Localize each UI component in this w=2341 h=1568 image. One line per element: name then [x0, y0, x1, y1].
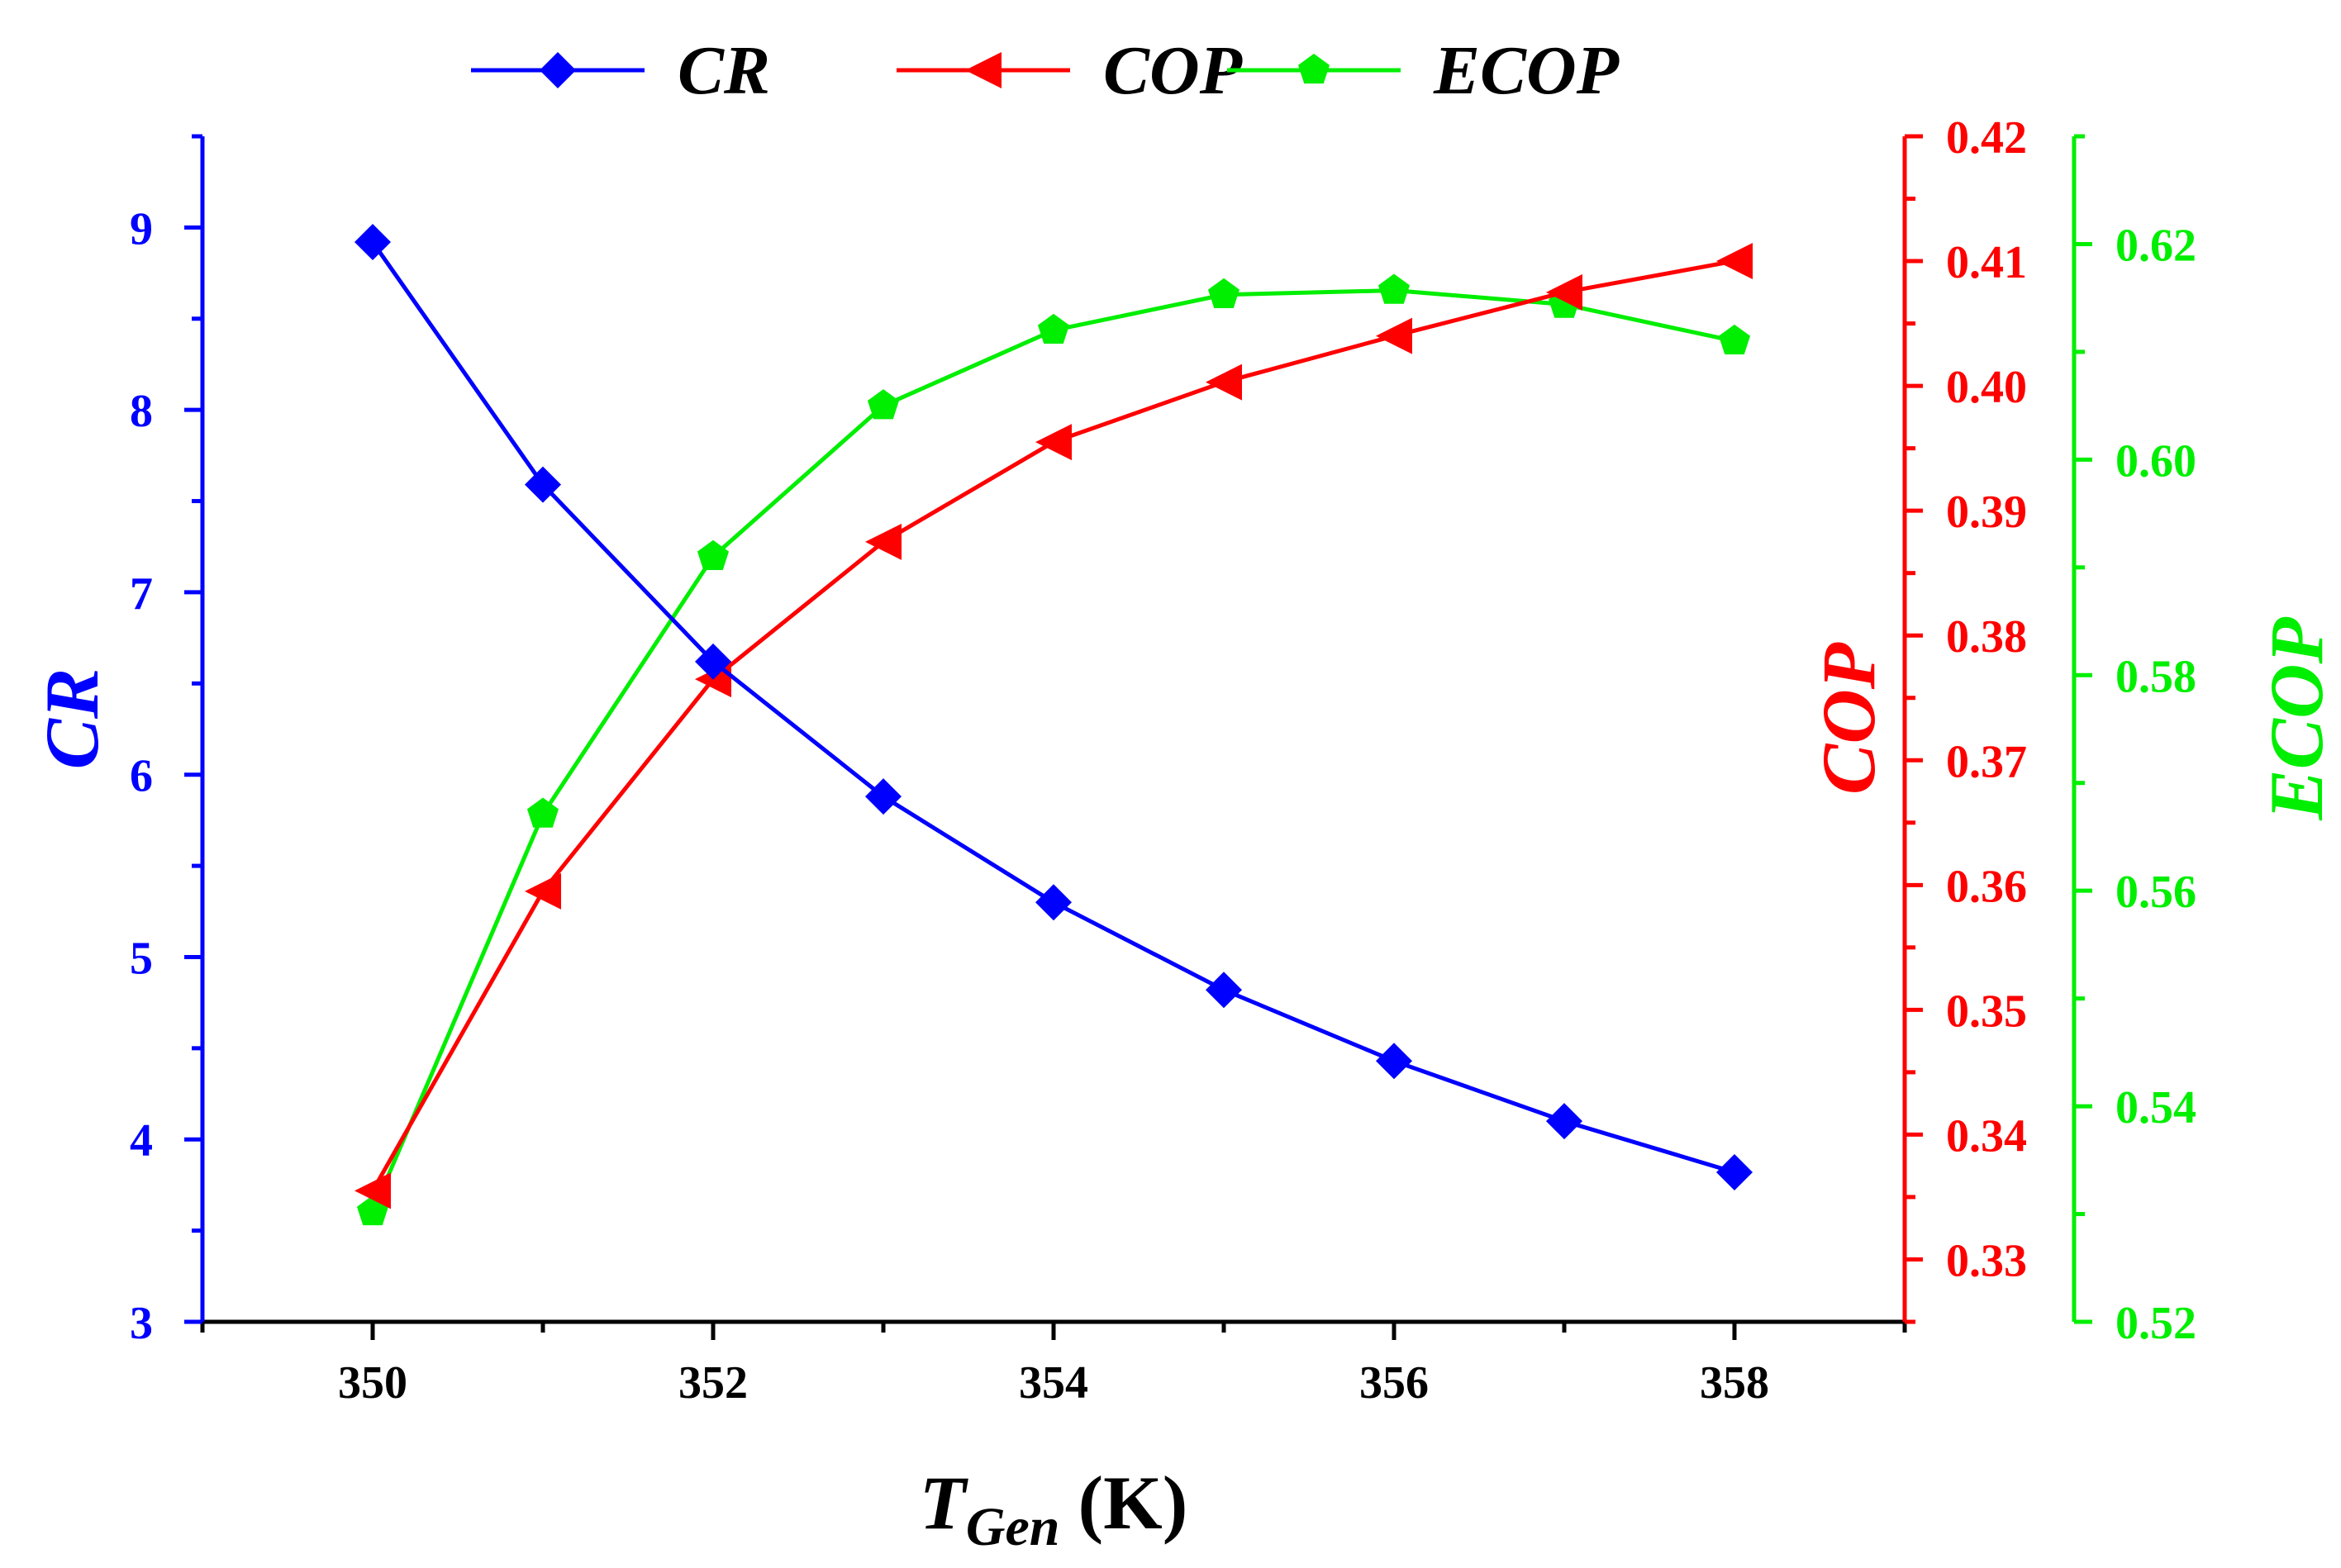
data-point-cr [865, 778, 902, 815]
x-tick-label: 356 [1359, 1357, 1429, 1409]
right-tick-label-cop: 0.37 [1946, 736, 2027, 787]
legend-label-cr: CR [678, 32, 770, 109]
left-tick-label: 9 [130, 203, 153, 254]
data-point-cop [1035, 424, 1072, 461]
data-point-cop [1206, 363, 1242, 401]
right-tick-label-cop: 0.39 [1946, 487, 2027, 538]
series-ecop [356, 273, 1751, 1226]
x-axis-title: TGen (K) [920, 1461, 1188, 1557]
right-tick-label-cop: 0.42 [1946, 112, 2027, 164]
right-tick-label-ecop: 0.52 [2115, 1298, 2196, 1349]
data-point-cr [695, 643, 731, 680]
data-point-cop [1716, 243, 1753, 280]
right-tick-label-cop: 0.40 [1946, 362, 2027, 413]
x-axis-title-unit: (K) [1078, 1461, 1188, 1545]
legend-marker-ecop [1297, 54, 1330, 84]
data-point-cr [1546, 1103, 1582, 1140]
data-point-ecop [867, 389, 900, 420]
left-tick-label: 7 [130, 568, 153, 620]
series-cr [354, 224, 1753, 1190]
right-tick-label-cop: 0.38 [1946, 611, 2027, 663]
data-point-cr [525, 466, 561, 503]
data-point-cop [525, 872, 561, 910]
legend: CR COP ECOP [471, 32, 1620, 109]
data-point-cop [354, 1172, 391, 1209]
right-tick-label-ecop: 0.56 [2115, 867, 2196, 918]
right-tick-label-ecop: 0.62 [2115, 220, 2196, 271]
legend-item-ecop: ECOP [1227, 32, 1620, 109]
right-axis-title-cop: COP [1806, 642, 1891, 795]
data-point-cop [1376, 317, 1412, 354]
legend-item-cop: COP [897, 32, 1243, 109]
data-point-ecop [1207, 278, 1240, 308]
right-axis-title-ecop: ECOP [2254, 617, 2339, 821]
legend-label-cop: COP [1103, 32, 1243, 109]
legend-marker-cr [540, 52, 576, 88]
axes: 350 352 354 356 358 3 4 5 6 7 8 9 0.33 0.34 0.35 0.36 0.… [130, 112, 2196, 1409]
right-tick-label-ecop: 0.54 [2115, 1082, 2196, 1133]
right-tick-label-cop: 0.41 [1946, 237, 2027, 288]
legend-item-cr: CR [471, 32, 770, 109]
x-tick-label: 350 [338, 1357, 407, 1409]
data-point-ecop [1718, 324, 1751, 355]
left-tick-label: 6 [130, 751, 153, 802]
series-line-ecop [370, 288, 1735, 1213]
right-tick-label-cop: 0.33 [1946, 1235, 2027, 1286]
left-tick-label: 5 [130, 933, 153, 984]
right-tick-label-cop: 0.36 [1946, 861, 2027, 912]
data-point-cr [1206, 972, 1242, 1009]
x-axis-title-subscript: Gen [966, 1497, 1060, 1557]
right-tick-label-ecop: 0.60 [2115, 435, 2196, 487]
data-point-cr [1035, 884, 1072, 921]
right-tick-label-ecop: 0.58 [2115, 651, 2196, 702]
x-tick-label: 358 [1700, 1357, 1769, 1409]
series-line-cr [370, 240, 1735, 1175]
series-line-cop [370, 259, 1735, 1192]
data-point-ecop [697, 539, 730, 570]
left-tick-label: 8 [130, 386, 153, 437]
data-point-cr [1716, 1153, 1753, 1190]
x-axis-title-main: T [920, 1461, 969, 1545]
data-point-ecop [1377, 273, 1411, 304]
left-tick-label: 3 [130, 1298, 153, 1349]
data-point-ecop [1037, 313, 1070, 344]
series-cop [354, 243, 1753, 1209]
x-tick-label: 352 [678, 1357, 748, 1409]
plot-area [354, 224, 1753, 1226]
data-point-cop [865, 523, 902, 560]
left-axis-title: CR [30, 668, 114, 770]
right-tick-label-cop: 0.34 [1946, 1110, 2027, 1162]
data-point-cr [1376, 1043, 1412, 1080]
legend-label-ecop: ECOP [1433, 32, 1620, 109]
data-point-cr [354, 224, 391, 261]
right-tick-label-cop: 0.35 [1946, 986, 2027, 1037]
data-point-cop [1546, 273, 1582, 311]
left-tick-label: 4 [130, 1115, 153, 1166]
data-point-ecop [526, 797, 559, 828]
legend-marker-cop [965, 52, 1002, 88]
x-tick-label: 354 [1019, 1357, 1088, 1409]
